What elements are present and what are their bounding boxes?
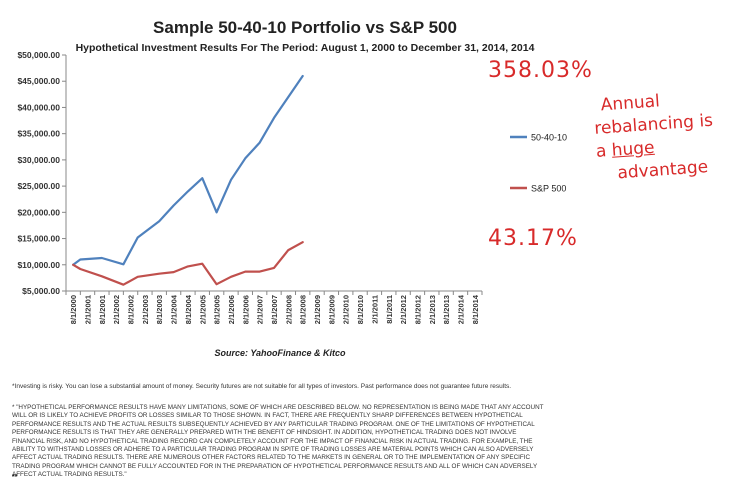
y-tick-label: $35,000.00 (17, 129, 60, 139)
chart-subtitle: Hypothetical Investment Results For The … (75, 42, 535, 54)
x-tick-label: 8/1/2001 (98, 295, 107, 324)
disclaimer-hypothetical: * "HYPOTHETICAL PERFORMANCE RESULTS HAVE… (12, 404, 544, 479)
x-tick-label: 2/1/2004 (170, 294, 179, 324)
x-tick-label: 8/1/2004 (184, 294, 193, 324)
disclaimer-mark: ** (12, 474, 18, 481)
x-tick-label: 2/1/2008 (284, 295, 293, 324)
x-tick-label: 2/1/2011 (370, 295, 379, 324)
x-tick-label: 2/1/2013 (428, 295, 437, 324)
x-tick-label: 8/1/2000 (69, 295, 78, 324)
series-lines (72, 74, 304, 286)
x-tick-label: 8/1/2008 (299, 295, 308, 324)
x-tick-label: 8/1/2009 (327, 295, 336, 324)
y-tick-label: $15,000.00 (17, 234, 60, 244)
x-tick-label: 2/1/2002 (112, 295, 121, 324)
x-tick-label: 2/1/2003 (141, 295, 150, 324)
note-line-3-prefix: a (595, 140, 613, 162)
y-tick-label: $25,000.00 (17, 181, 60, 191)
annotation-bottom-percent: 43.17% (488, 226, 578, 251)
y-tick-label: $20,000.00 (17, 207, 60, 217)
series-line-s-p-500 (72, 241, 304, 286)
x-tick-label: 2/1/2005 (198, 295, 207, 324)
x-tick-label: 2/1/2012 (399, 295, 408, 324)
disclaimer-risk: *Investing is risky. You can lose a subs… (12, 383, 512, 390)
x-tick-label: 8/1/2007 (270, 295, 279, 324)
x-tick-label: 8/1/2011 (385, 295, 394, 324)
x-tick-label: 8/1/2002 (127, 295, 136, 324)
y-tick-label: $45,000.00 (17, 76, 60, 86)
y-tick-label: $50,000.00 (17, 50, 60, 60)
x-tick-label: 8/1/2012 (413, 295, 422, 324)
legend-label: S&P 500 (531, 184, 566, 194)
x-tick-label: 8/1/2003 (155, 295, 164, 324)
x-tick-label: 2/1/2014 (456, 294, 465, 324)
x-tick-label: 8/1/2005 (213, 295, 222, 324)
x-tick-label: 2/1/2007 (256, 295, 265, 324)
x-tick-label: 8/1/2010 (356, 295, 365, 324)
handwritten-note: Annual rebalancing is a huge advantage (592, 87, 717, 187)
x-tick-label: 2/1/2010 (342, 295, 351, 324)
x-tick-label: 8/1/2006 (241, 295, 250, 324)
x-axis-labels: 8/1/2000 2/1/2001 8/1/2001 2/1/2002 8/1/2002… (69, 294, 480, 324)
y-tick-label: $30,000.00 (17, 155, 60, 165)
legend: 50-40-10 S&P 500 (510, 133, 567, 194)
source-note: Source: YahooFinance & Kitco (214, 348, 346, 358)
x-tick-label: 2/1/2001 (84, 295, 93, 324)
y-tick-label: $5,000.00 (22, 286, 60, 296)
chart-title: Sample 50-40-10 Portfolio vs S&P 500 (153, 18, 457, 37)
legend-label: 50-40-10 (531, 133, 567, 143)
note-huge-word: huge (611, 137, 656, 161)
x-tick-label: 2/1/2009 (313, 295, 322, 324)
x-tick-label: 8/1/2013 (442, 295, 451, 324)
y-tick-label: $40,000.00 (17, 102, 60, 112)
series-line-50-40-10 (72, 74, 304, 266)
x-tick-label: 8/1/2014 (471, 294, 480, 324)
x-tick-label: 2/1/2006 (227, 295, 236, 324)
y-tick-label: $10,000.00 (17, 260, 60, 270)
chart-axes (62, 54, 483, 295)
annotation-top-percent: 358.03% (488, 58, 593, 83)
y-axis-labels: $5,000.00 $10,000.00 $15,000.00 $20,000.00 $… (17, 50, 60, 296)
